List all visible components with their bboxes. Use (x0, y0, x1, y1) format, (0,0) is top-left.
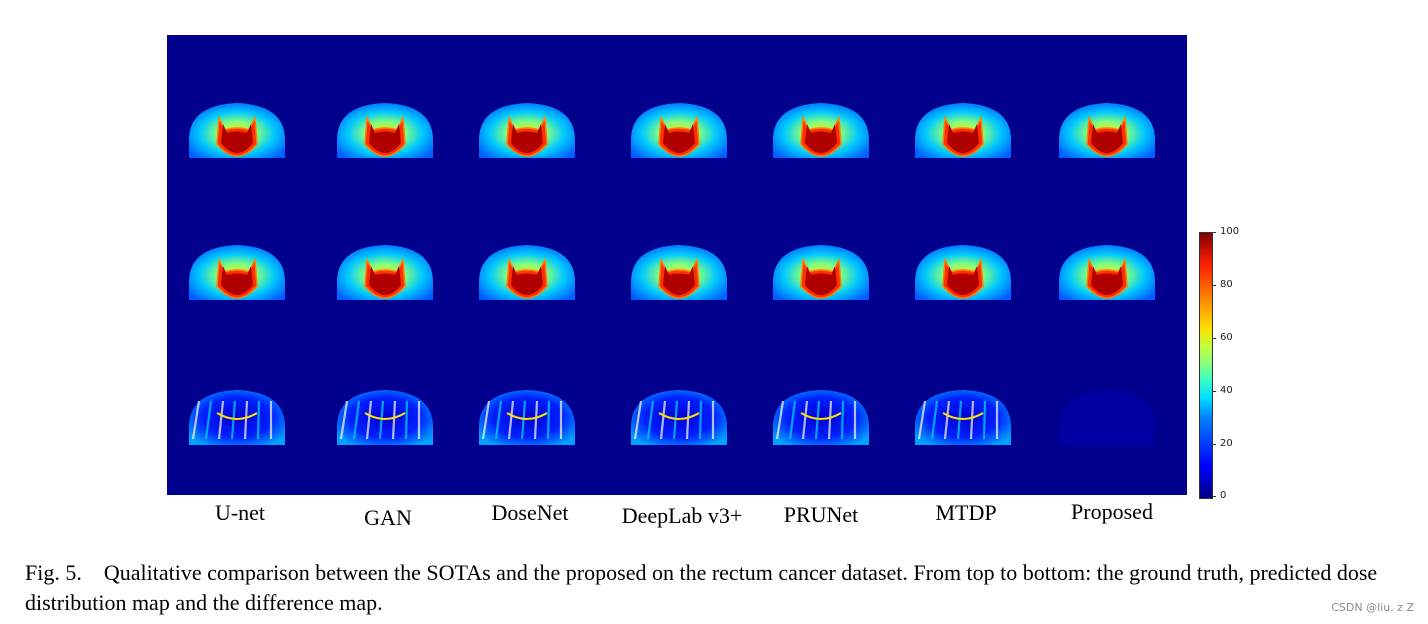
colorbar-tick (1212, 496, 1216, 497)
predicted-dose-map-6 (1059, 245, 1155, 300)
ground-truth-map-5 (915, 103, 1011, 158)
ground-truth-map-3 (631, 103, 727, 158)
difference-map-6 (1059, 390, 1155, 445)
caption-text: Qualitative comparison between the SOTAs… (25, 560, 1378, 615)
colorbar-tick (1212, 285, 1216, 286)
colorbar-tick (1212, 444, 1216, 445)
method-label-mtdp: MTDP (935, 500, 997, 525)
method-label-proposed: Proposed (1071, 499, 1153, 524)
method-label-dosenet: DoseNet (491, 500, 569, 525)
figure-caption: Fig. 5. Qualitative comparison between th… (25, 558, 1395, 618)
colorbar-tick (1212, 391, 1216, 392)
difference-map-4 (773, 390, 869, 445)
predicted-dose-map-0 (189, 245, 285, 300)
ground-truth-map-2 (479, 103, 575, 158)
colorbar-tick (1212, 232, 1216, 233)
predicted-dose-map-4 (773, 245, 869, 300)
colorbar-tick-label: 80 (1220, 279, 1233, 290)
colorbar-tick-label: 20 (1220, 438, 1233, 449)
predicted-dose-map-2 (479, 245, 575, 300)
dose-comparison-figure (167, 35, 1187, 495)
figure-number: Fig. 5. (25, 560, 82, 585)
colorbar (1199, 232, 1213, 499)
predicted-dose-map-3 (631, 245, 727, 300)
method-label-prunet: PRUNet (783, 502, 859, 527)
colorbar-tick-label: 100 (1220, 226, 1240, 237)
difference-map-5 (915, 390, 1011, 445)
predicted-dose-map-5 (915, 245, 1011, 300)
ground-truth-map-6 (1059, 103, 1155, 158)
colorbar-tick-label: 0 (1220, 490, 1227, 501)
watermark: CSDN @liu. z Z (1331, 601, 1414, 614)
method-label-gan: GAN (364, 505, 412, 530)
ground-truth-map-1 (337, 103, 433, 158)
colorbar-tick-label: 40 (1220, 385, 1233, 396)
difference-map-2 (479, 390, 575, 445)
ground-truth-map-4 (773, 103, 869, 158)
difference-map-3 (631, 390, 727, 445)
difference-map-1 (337, 390, 433, 445)
colorbar-tick (1212, 338, 1216, 339)
predicted-dose-map-1 (337, 245, 433, 300)
method-label-deeplab: DeepLab v3+ (621, 503, 743, 528)
ground-truth-map-0 (189, 103, 285, 158)
colorbar-tick-label: 60 (1220, 332, 1233, 343)
difference-map-0 (189, 390, 285, 445)
method-label-unet: U-net (214, 500, 266, 525)
